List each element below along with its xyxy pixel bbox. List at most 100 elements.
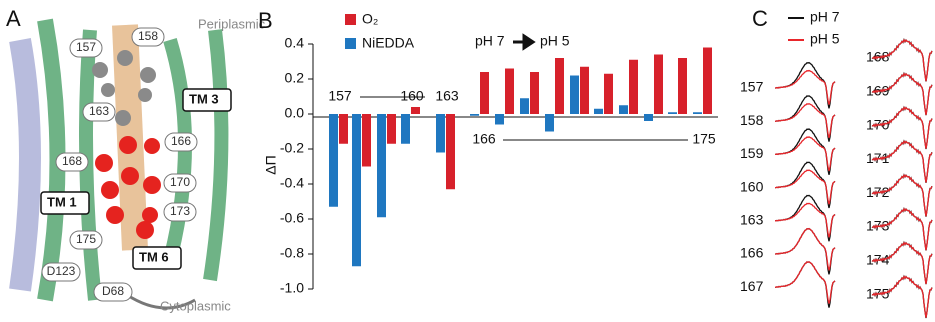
structure-art: [9, 18, 229, 310]
legend-swatch: [345, 38, 356, 49]
residue-label: 166: [171, 134, 191, 148]
spectrum: [775, 136, 836, 172]
residue-box: [55, 152, 89, 172]
bar: [580, 66, 589, 114]
bar: [352, 114, 361, 267]
spectrum: [775, 69, 836, 105]
residue-label: 175: [76, 232, 96, 246]
residue-label: 173: [170, 204, 190, 218]
residue-box: [69, 230, 103, 250]
legend-label: O₂: [362, 11, 378, 27]
spectrum-label: 157: [740, 79, 764, 95]
bar: [604, 73, 613, 114]
residue-box: [163, 202, 197, 222]
y-tick-label: -0.8: [280, 245, 304, 261]
residue-label: 157: [76, 40, 96, 54]
bar: [339, 114, 348, 144]
residue-box: [69, 38, 103, 58]
spectrum: [775, 169, 836, 205]
residue-box: [164, 132, 198, 152]
bar: [678, 58, 687, 114]
bar: [470, 114, 479, 116]
residue-box: [93, 282, 133, 302]
y-tick-label: -0.6: [280, 210, 304, 226]
bar: [703, 47, 712, 114]
category-label: 166: [472, 131, 496, 147]
spectrum-label: 158: [740, 112, 764, 128]
helix-label: TM 3: [189, 91, 219, 106]
legend-label: pH 5: [810, 31, 840, 47]
spectrum: [871, 38, 933, 82]
spectrum-label: 160: [740, 178, 764, 194]
bar: [436, 114, 445, 153]
category-label: 157: [328, 88, 352, 104]
panel-label: C: [752, 6, 768, 31]
bar: [387, 114, 396, 144]
helix-box: [132, 246, 182, 270]
helix-label: TM 1: [47, 194, 77, 209]
category-label: 160: [400, 88, 424, 104]
helix-label: TM 6: [139, 249, 169, 264]
residue-label: 158: [138, 29, 158, 43]
bar: [668, 112, 677, 114]
spectrum: [775, 261, 836, 304]
bar: [530, 72, 539, 114]
spectrum-label: 159: [740, 145, 764, 161]
arrow: [513, 33, 536, 51]
panel-label: A: [6, 6, 21, 31]
bar: [495, 114, 504, 125]
bar: [362, 114, 371, 167]
spectrum: [871, 173, 933, 217]
residue-label: D123: [47, 264, 76, 278]
bar: [411, 107, 420, 114]
residue-label: 168: [62, 154, 82, 168]
residue-box: [163, 173, 197, 193]
residue-label: 170: [170, 175, 190, 189]
helix-box: [40, 191, 90, 215]
y-tick-label: -0.2: [280, 140, 304, 156]
spectrum-label: 167: [740, 278, 764, 294]
bar: [693, 112, 702, 114]
bar: [555, 58, 564, 114]
bar: [377, 114, 386, 218]
annotation: pH 5: [540, 33, 570, 49]
bar: [520, 98, 529, 114]
bar: [570, 75, 579, 114]
bar: [446, 114, 455, 190]
bar: [401, 114, 410, 144]
y-tick-label: -0.4: [280, 175, 304, 191]
spectrum: [775, 102, 836, 138]
bar: [480, 72, 489, 114]
category-label: 163: [435, 88, 459, 104]
y-axis-label: ΔΠ: [263, 155, 279, 174]
spectrum: [871, 140, 933, 183]
spectrum: [871, 72, 933, 116]
spectrum: [775, 202, 836, 238]
spectrum: [871, 275, 933, 318]
helix-box: [182, 88, 232, 112]
bar: [505, 68, 514, 114]
spectrum-label: 166: [740, 245, 764, 261]
bar: [545, 114, 554, 132]
spectrum: [775, 227, 836, 271]
y-tick-label: 0.0: [285, 105, 305, 121]
bar: [329, 114, 338, 207]
y-tick-label: 0.4: [285, 35, 305, 51]
region-label: Cytoplasmic: [160, 298, 231, 313]
residue-label: 163: [89, 104, 109, 118]
spectrum: [871, 241, 933, 285]
bar: [629, 59, 638, 114]
spectrum: [871, 207, 933, 251]
y-tick-label: -1.0: [280, 280, 304, 296]
spectrum-label: 163: [740, 212, 764, 228]
spectrum: [871, 106, 933, 149]
annotation: pH 7: [475, 33, 505, 49]
residue-label: D68: [102, 284, 124, 298]
residue-box: [131, 27, 165, 47]
bar: [644, 114, 653, 121]
region-label: Periplasmic: [198, 16, 266, 31]
bar: [654, 54, 663, 114]
residue-box: [41, 262, 81, 282]
category-label: 175: [692, 131, 716, 147]
